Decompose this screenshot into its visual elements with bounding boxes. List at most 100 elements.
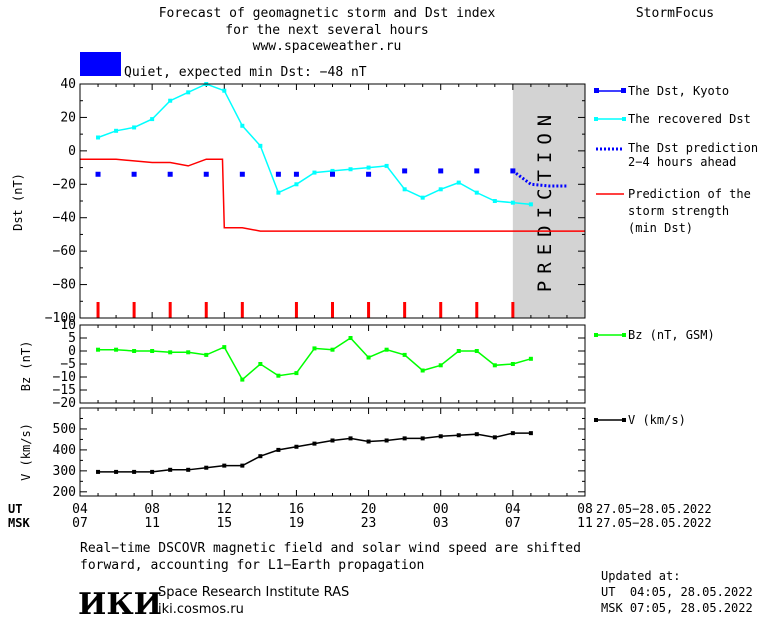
bz-ylabel: Bz (nT) bbox=[19, 341, 33, 392]
site-url: www.spaceweather.ru bbox=[253, 39, 402, 54]
bz-point bbox=[366, 355, 371, 360]
legend-storm-label-1: Prediction of the bbox=[628, 187, 751, 201]
ut-tick-label: 08 bbox=[577, 502, 593, 517]
y-tick-label: −5 bbox=[60, 357, 76, 372]
bz-point bbox=[402, 352, 407, 357]
legend-storm: Prediction of the storm strength (min Ds… bbox=[596, 187, 751, 235]
bz-point bbox=[312, 346, 317, 351]
dst-y-axis: −100 −80 −60 −40 −20 0 20 40 bbox=[45, 77, 586, 326]
y-tick-label: 0 bbox=[68, 344, 76, 359]
msk-tick-label: 03 bbox=[433, 516, 449, 531]
bz-point bbox=[510, 362, 515, 366]
iki-logo: ИКИ bbox=[78, 587, 162, 620]
legend-dst-kyoto-label: The Dst, Kyoto bbox=[628, 84, 729, 98]
footer-note-line-1: Real−time DSCOVR magnetic field and sola… bbox=[80, 541, 581, 556]
ut-tick-labels: 04 08 12 16 20 00 04 08 bbox=[72, 502, 593, 517]
v-point bbox=[366, 439, 371, 444]
v-point bbox=[132, 469, 137, 474]
ut-tick-label: 00 bbox=[433, 502, 449, 517]
msk-label: MSK bbox=[8, 516, 30, 530]
legend-v-marker-right bbox=[622, 418, 626, 422]
recovered-dst-point bbox=[150, 117, 155, 122]
bz-series bbox=[96, 336, 533, 382]
y-tick-label: −10 bbox=[53, 370, 76, 385]
v-point bbox=[330, 438, 335, 443]
v-frame bbox=[79, 407, 586, 497]
y-tick-label: 500 bbox=[53, 422, 76, 437]
v-point bbox=[438, 434, 443, 439]
v-point bbox=[186, 467, 191, 472]
v-point bbox=[204, 465, 209, 470]
y-tick-label: 0 bbox=[68, 144, 76, 159]
updated-ut: UT 04:05, 28.05.2022 bbox=[601, 585, 753, 599]
bz-point bbox=[348, 336, 353, 340]
legend-dst-prediction: The Dst prediction 2−4 hours ahead bbox=[596, 141, 758, 169]
recovered-dst-point bbox=[402, 187, 407, 192]
recovered-dst-point bbox=[186, 90, 191, 95]
recovered-dst-point bbox=[312, 170, 317, 175]
v-point bbox=[96, 469, 101, 474]
recovered-dst-point bbox=[258, 143, 263, 148]
legend-recovered-marker-right bbox=[622, 117, 626, 121]
v-point bbox=[456, 433, 461, 438]
legend-storm-label-2: storm strength bbox=[628, 204, 729, 218]
legend-dst-recovered: The recovered Dst bbox=[594, 112, 751, 126]
recovered-dst-point bbox=[438, 187, 443, 192]
legend-bz-marker-left bbox=[594, 333, 598, 337]
recovered-dst-point bbox=[240, 123, 245, 128]
ut-date-range: 27.05−28.05.2022 bbox=[596, 502, 712, 516]
kyoto-dst-point bbox=[366, 171, 372, 177]
v-point bbox=[474, 432, 479, 437]
storm-strength-line bbox=[80, 158, 585, 232]
ut-tick-label: 04 bbox=[505, 502, 521, 517]
kyoto-dst-point bbox=[293, 171, 299, 177]
y-tick-label: −15 bbox=[53, 383, 76, 398]
dst-series bbox=[80, 82, 585, 232]
msk-tick-label: 11 bbox=[144, 516, 160, 531]
kyoto-dst-point bbox=[402, 168, 408, 174]
y-tick-label: 5 bbox=[68, 331, 76, 346]
recovered-dst-point bbox=[294, 182, 299, 187]
ut-tick-label: 04 bbox=[72, 502, 88, 517]
recovered-dst-point bbox=[384, 163, 389, 168]
msk-tick-label: 07 bbox=[505, 516, 521, 531]
status-text: Quiet, expected min Dst: −48 nT bbox=[124, 65, 367, 80]
v-point bbox=[312, 441, 317, 446]
recovered-dst-point bbox=[330, 168, 335, 173]
dst-frame bbox=[79, 83, 586, 319]
bz-line bbox=[98, 337, 532, 381]
kyoto-dst-point bbox=[510, 168, 516, 174]
v-point bbox=[402, 436, 407, 441]
status-color-box bbox=[80, 52, 121, 76]
v-point bbox=[294, 444, 299, 449]
recovered-dst-point bbox=[528, 202, 533, 207]
v-point bbox=[348, 436, 353, 441]
bz-point bbox=[204, 352, 209, 357]
y-tick-label: −20 bbox=[53, 177, 76, 192]
y-tick-label: −80 bbox=[53, 278, 76, 293]
bz-point bbox=[114, 347, 119, 352]
y-tick-label: −20 bbox=[53, 396, 76, 411]
recovered-dst-line bbox=[97, 83, 531, 206]
legend-dst-kyoto: The Dst, Kyoto bbox=[594, 84, 729, 98]
legend-v: V (km/s) bbox=[594, 413, 686, 427]
brand-name: StormFocus bbox=[636, 6, 714, 21]
y-tick-label: 300 bbox=[53, 464, 76, 479]
legend-bz-marker-right bbox=[622, 333, 626, 337]
kyoto-dst-point bbox=[330, 171, 335, 177]
v-point bbox=[258, 454, 263, 459]
kyoto-dst-point bbox=[167, 171, 173, 177]
kyoto-dst-point bbox=[95, 171, 101, 177]
updated-msk: MSK 07:05, 28.05.2022 bbox=[601, 601, 753, 615]
legend-v-label: V (km/s) bbox=[628, 413, 686, 427]
legend-kyoto-marker-left bbox=[594, 88, 599, 93]
bz-point bbox=[330, 347, 335, 352]
time-axis: UT MSK 04 08 12 16 20 00 04 08 07 11 15 19 23 03 07 11… bbox=[8, 502, 712, 531]
msk-tick-label: 23 bbox=[361, 516, 377, 531]
prediction-band bbox=[512, 84, 585, 318]
legend-dst-prediction-label-2: 2−4 hours ahead bbox=[628, 155, 736, 169]
y-tick-label: 40 bbox=[60, 77, 76, 92]
v-point bbox=[528, 431, 533, 436]
